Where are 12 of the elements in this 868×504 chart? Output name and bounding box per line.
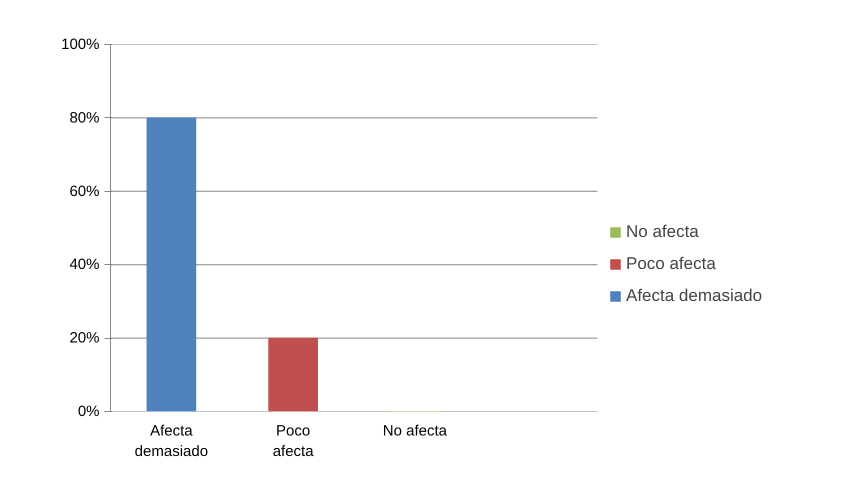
- legend-label: Afecta demasiado: [626, 286, 762, 306]
- y-tick-label: 0%: [78, 403, 100, 420]
- legend-label: Poco afecta: [626, 254, 716, 274]
- x-tick-label: Afecta demasiado: [134, 422, 208, 460]
- y-tick-label: 100%: [61, 36, 100, 53]
- y-tick-label: 40%: [69, 256, 100, 274]
- y-tick-label: 60%: [69, 182, 100, 200]
- y-tick-label: 20%: [69, 330, 100, 347]
- x-tick-label: Poco afecta: [272, 422, 314, 460]
- legend-label: No afecta: [626, 222, 699, 242]
- y-tick-label: 80%: [69, 109, 100, 126]
- x-tick-label: No afecta: [382, 422, 448, 440]
